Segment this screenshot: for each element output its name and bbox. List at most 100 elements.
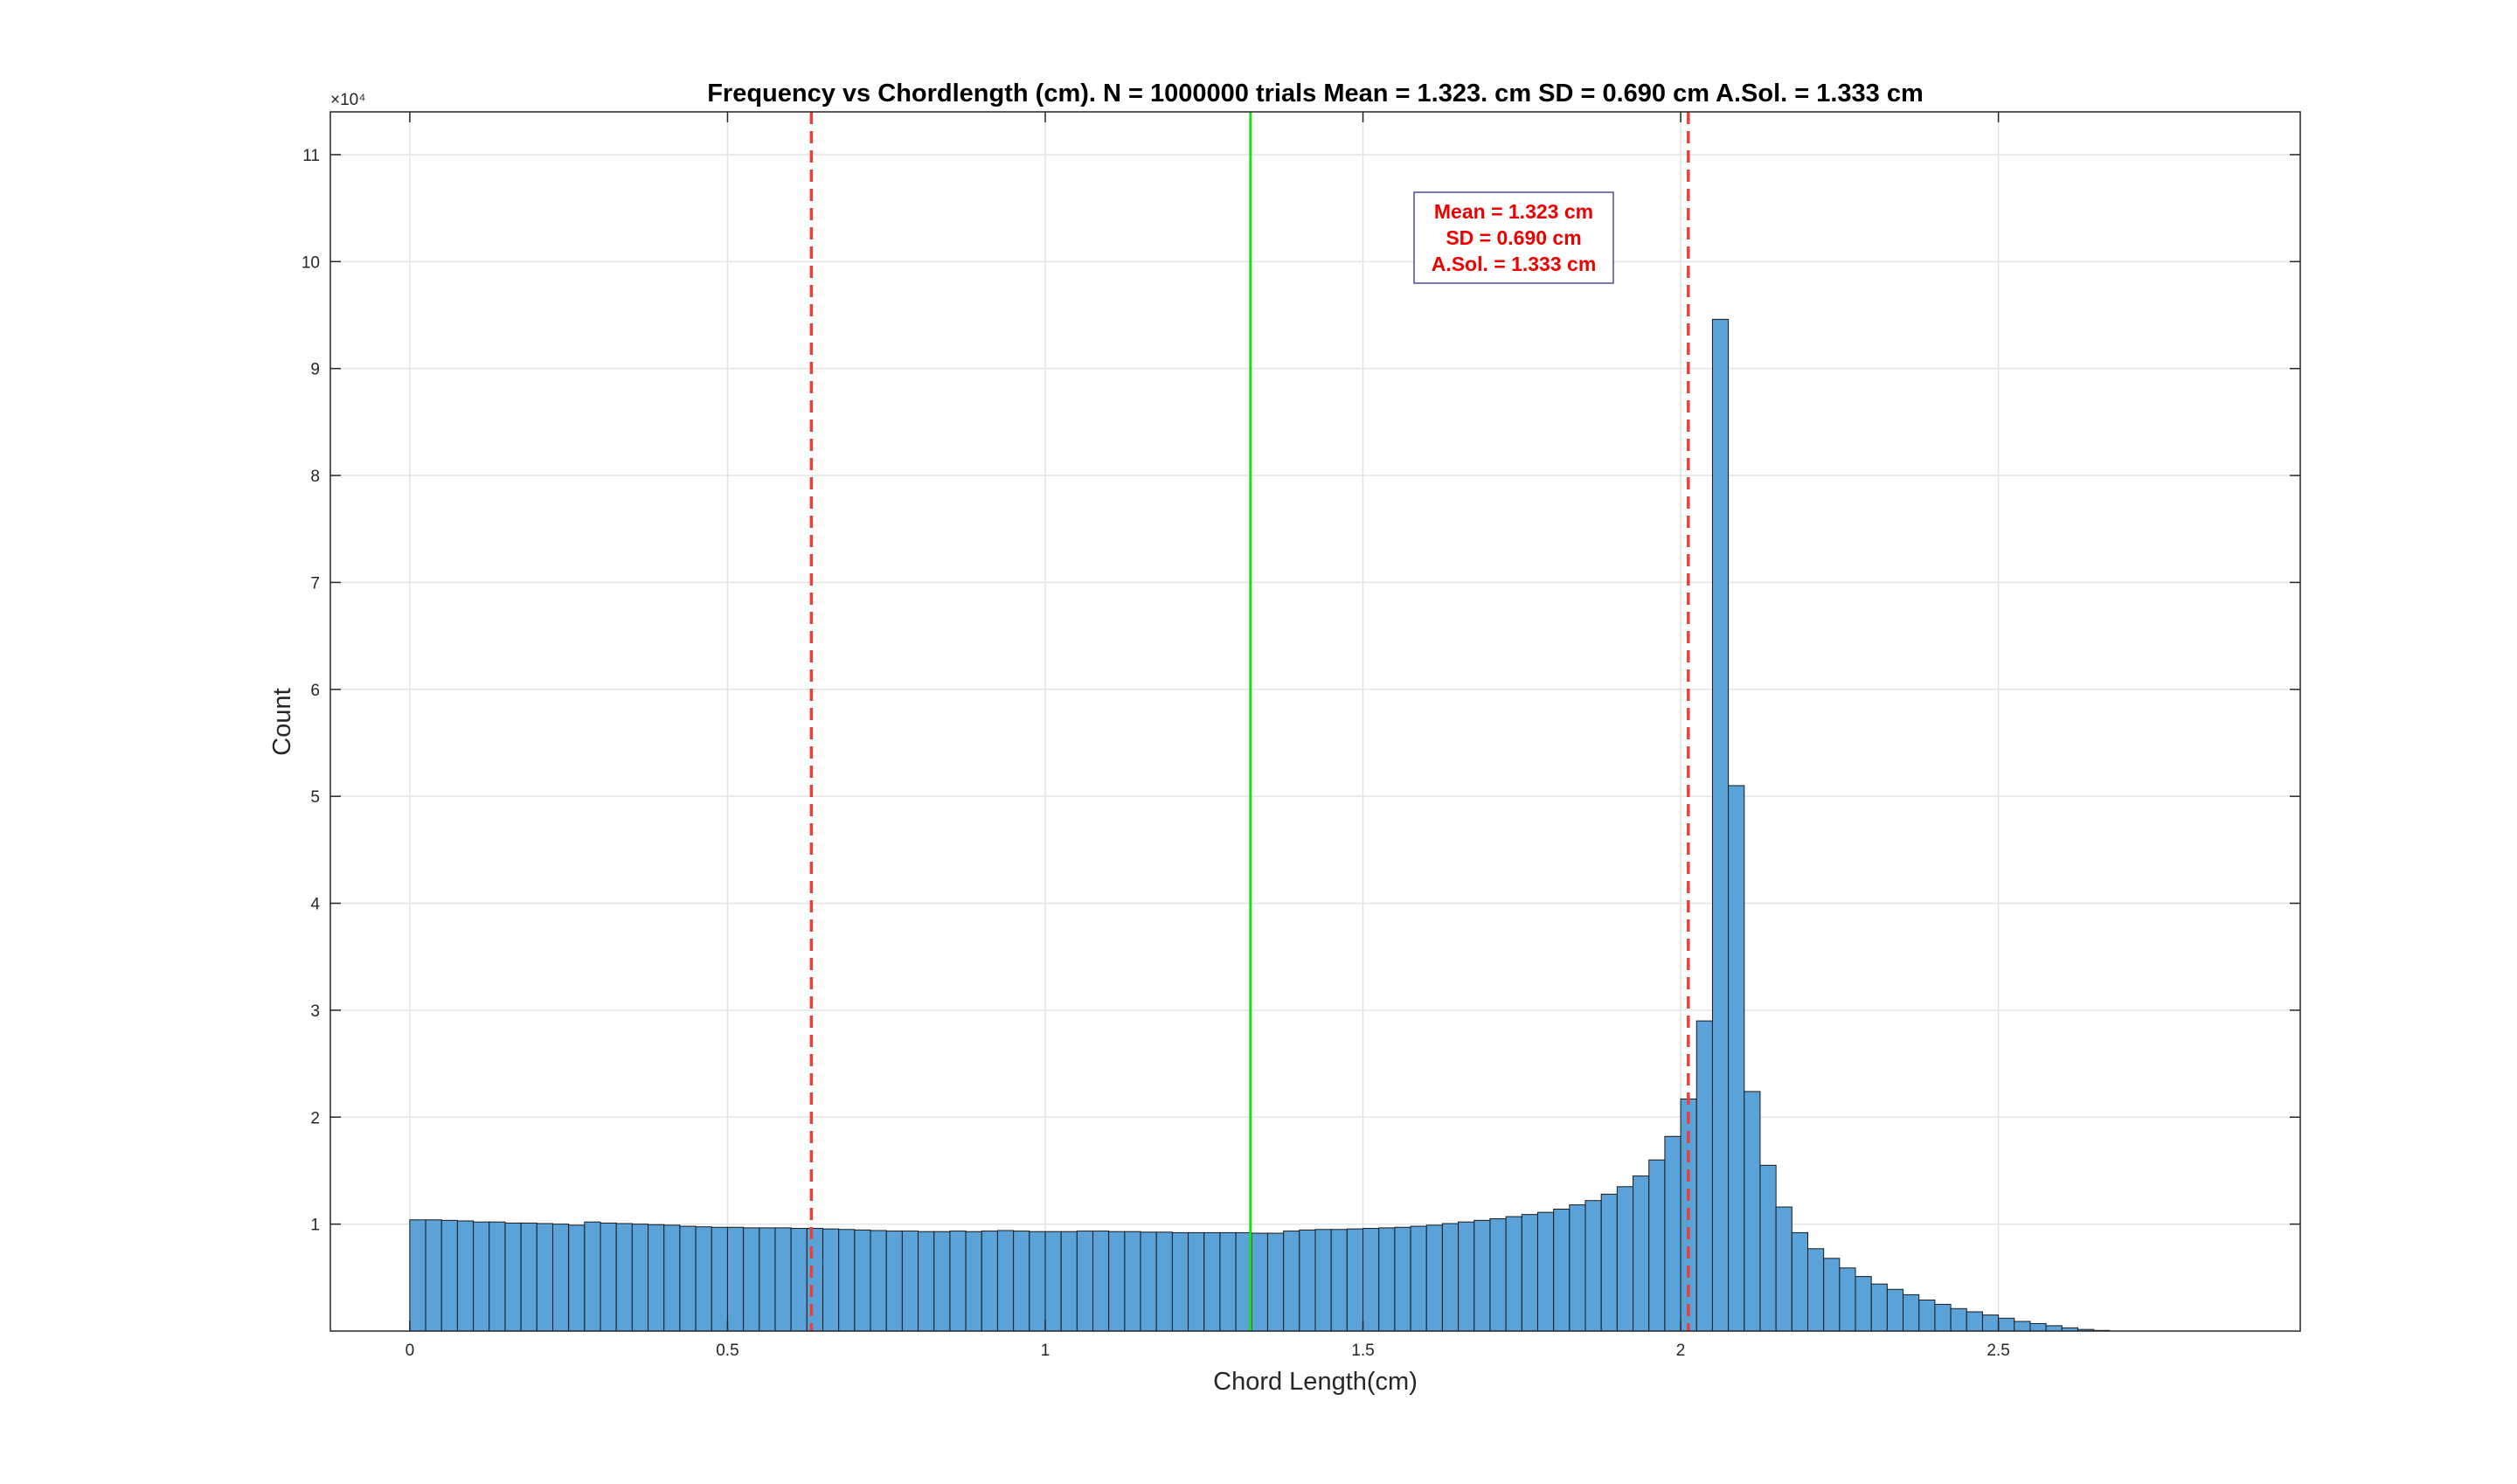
- histogram-bar: [1108, 1231, 1126, 1332]
- histogram-bar: [1188, 1231, 1205, 1332]
- histogram-bar: [790, 1228, 808, 1332]
- histogram-bar: [489, 1221, 506, 1332]
- histogram-bar: [1425, 1224, 1443, 1332]
- histogram-bar: [520, 1222, 537, 1332]
- histogram-bar: [663, 1224, 681, 1332]
- histogram-bar: [648, 1224, 665, 1332]
- histogram-bar: [711, 1226, 728, 1332]
- histogram-bar: [726, 1226, 745, 1332]
- histogram-bar: [1410, 1225, 1427, 1332]
- histogram-bar: [1378, 1227, 1396, 1332]
- histogram-bar: [1473, 1219, 1491, 1332]
- chart-title: Frequency vs Chordlength (cm). N = 10000…: [707, 80, 1924, 107]
- histogram-bar: [1044, 1231, 1062, 1332]
- histogram-bar: [759, 1227, 776, 1332]
- y-axis-label: Count: [268, 688, 296, 755]
- histogram-bar: [568, 1224, 586, 1332]
- y-tick-label: 4: [310, 896, 320, 914]
- histogram-bar: [1076, 1231, 1094, 1332]
- histogram-bar: [1092, 1231, 1110, 1332]
- plot-frame: [329, 111, 2301, 1332]
- histogram-bar: [1155, 1231, 1173, 1332]
- histogram-bar: [1695, 1020, 1713, 1332]
- histogram-bar: [1903, 1293, 1920, 1332]
- histogram-bar: [1346, 1228, 1364, 1332]
- histogram-bar: [1918, 1300, 1936, 1332]
- histogram-bar: [2014, 1321, 2031, 1332]
- histogram-bar: [1441, 1223, 1460, 1332]
- histogram-bar: [695, 1226, 712, 1332]
- reference-lines-layer: [809, 112, 1690, 1331]
- histogram-bar: [1394, 1226, 1411, 1332]
- histogram-bar: [2029, 1322, 2047, 1332]
- y-axis-exponent: ×10⁴: [330, 91, 365, 109]
- histogram-bar: [1029, 1231, 1046, 1332]
- histogram-bar: [1553, 1209, 1571, 1332]
- y-tick-label: 8: [310, 468, 320, 486]
- histogram-bar: [504, 1222, 522, 1332]
- histogram-bar: [1934, 1303, 1952, 1332]
- histogram-bar: [1489, 1218, 1507, 1332]
- x-tick-label: 1.5: [1351, 1342, 1374, 1360]
- histogram-bar: [551, 1224, 570, 1332]
- histogram-bar: [870, 1230, 887, 1332]
- histogram-bar: [600, 1222, 617, 1332]
- annotation-sd-text: SD = 0.690 cm: [1446, 226, 1581, 249]
- histogram-bar: [981, 1231, 998, 1332]
- y-tick-label: 5: [310, 788, 320, 807]
- histogram-bar: [536, 1223, 553, 1332]
- x-tick-label: 0.5: [716, 1342, 738, 1360]
- histogram-bar: [1711, 318, 1730, 1332]
- histogram-bar: [1266, 1232, 1285, 1332]
- histogram-bar: [1363, 1228, 1380, 1332]
- x-tick-label: 0: [406, 1342, 415, 1360]
- histogram-bar: [1140, 1231, 1157, 1332]
- y-tick-label: 3: [310, 1002, 320, 1021]
- histogram-bar: [1330, 1229, 1348, 1332]
- histogram-bar: [1584, 1200, 1602, 1332]
- stats-annotation-box: Mean = 1.323 cm SD = 0.690 cm A.Sol. = 1…: [1413, 191, 1614, 284]
- histogram-bar: [1728, 785, 1745, 1332]
- histogram-bar: [1521, 1214, 1538, 1332]
- histogram-bar: [1203, 1231, 1221, 1332]
- histogram-bar: [1219, 1231, 1237, 1332]
- histogram-bar: [1998, 1317, 2015, 1332]
- grid-layer: [330, 112, 2300, 1331]
- histogram-bar: [933, 1231, 951, 1332]
- histogram-bar: [2045, 1325, 2063, 1332]
- x-tick-label: 2.5: [1987, 1342, 2009, 1360]
- histogram-bar: [996, 1230, 1015, 1332]
- histogram-bar: [854, 1229, 871, 1332]
- histogram-bar: [1648, 1159, 1666, 1332]
- histogram-bar: [1536, 1211, 1555, 1332]
- histogram-bar: [584, 1221, 601, 1332]
- histogram-bar: [1855, 1276, 1872, 1332]
- histogram-bar: [1791, 1231, 1808, 1332]
- histogram-bar: [1744, 1091, 1761, 1332]
- histogram-bar: [1314, 1229, 1332, 1332]
- histogram-bar: [425, 1219, 442, 1332]
- histogram-bar: [1600, 1193, 1618, 1332]
- plot-background: [330, 112, 2300, 1331]
- y-tick-label: 7: [310, 574, 320, 593]
- histogram-bar: [1950, 1307, 1967, 1332]
- histogram-bar: [743, 1227, 760, 1332]
- histogram-bar: [918, 1231, 935, 1332]
- histogram-bar: [1981, 1314, 2000, 1332]
- histogram-bar: [631, 1224, 649, 1332]
- histogram-bar: [1839, 1267, 1856, 1332]
- stats-annotation-frame: [1413, 191, 1614, 284]
- x-tick-label: 1: [1041, 1342, 1050, 1360]
- histogram-bar: [1886, 1288, 1904, 1332]
- histogram-bar: [1664, 1135, 1681, 1332]
- histogram-bar: [1505, 1216, 1522, 1332]
- y-tick-label: 2: [310, 1109, 320, 1127]
- x-tick-label: 2: [1676, 1342, 1686, 1360]
- histogram-bar: [1870, 1283, 1888, 1332]
- annotation-mean-text: Mean = 1.323 cm: [1434, 200, 1593, 223]
- histogram-bar: [806, 1228, 823, 1332]
- histogram-bar: [456, 1220, 475, 1332]
- histogram-bar: [1823, 1258, 1841, 1332]
